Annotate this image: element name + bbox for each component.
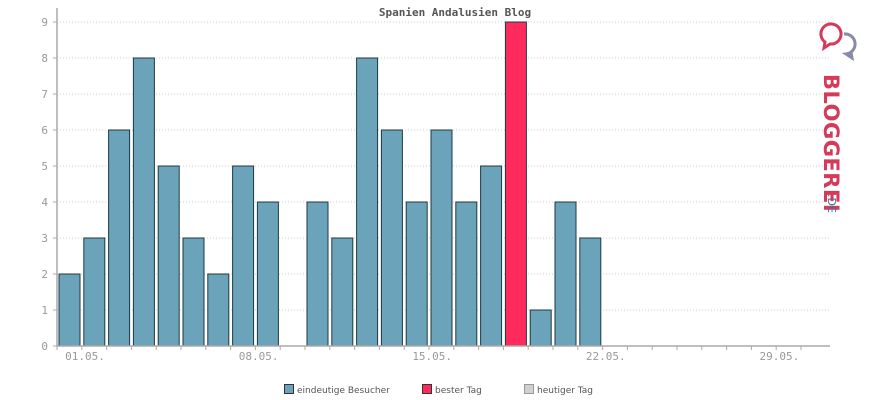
bar xyxy=(207,273,230,347)
bar xyxy=(430,129,453,347)
chart-title: Spanien Andalusien Blog xyxy=(379,6,531,19)
legend-label-unique-visitors: eindeutige Besucher xyxy=(297,386,390,396)
legend-label-today: heutiger Tag xyxy=(537,386,594,396)
bar xyxy=(132,57,155,347)
bar xyxy=(157,165,180,347)
y-tick-label: 3 xyxy=(41,232,48,245)
y-tick-label: 9 xyxy=(41,16,48,29)
legend-swatch-best-day xyxy=(422,384,432,394)
bar xyxy=(405,201,428,347)
x-tick-label: 29.05. xyxy=(760,350,800,363)
bar xyxy=(108,129,131,347)
y-tick-label: 4 xyxy=(41,196,48,209)
bar xyxy=(182,237,205,347)
axes: 0 1 2 3 4 5 6 7 8 9 01.05. 08.05. 15.05. 22.05. 29.05. xyxy=(41,8,830,363)
y-tick-label: 6 xyxy=(41,124,48,137)
bars xyxy=(58,21,602,347)
x-tick-label: 01.05. xyxy=(65,350,105,363)
legend-item-unique-visitors: eindeutige Besucher xyxy=(284,384,390,396)
bar xyxy=(579,237,602,347)
bar xyxy=(331,237,354,347)
x-tick-label: 08.05. xyxy=(239,350,279,363)
bar xyxy=(529,309,552,347)
bar xyxy=(480,165,503,347)
bloggerei-logo: BLOGGEREI .DE xyxy=(808,18,868,218)
bar xyxy=(256,201,279,347)
legend: eindeutige Besucher bester Tag heutiger … xyxy=(0,384,870,400)
bar xyxy=(455,201,478,347)
legend-swatch-today xyxy=(524,384,534,394)
logo-bubbles-icon xyxy=(819,22,857,62)
legend-item-today: heutiger Tag xyxy=(524,384,593,396)
y-tick-label: 5 xyxy=(41,160,48,173)
logo-text: BLOGGEREI xyxy=(819,74,843,212)
bar xyxy=(306,201,329,347)
x-tick-label: 15.05. xyxy=(412,350,452,363)
y-tick-label: 1 xyxy=(41,304,48,317)
bar xyxy=(58,273,81,347)
logo-suffix: .DE xyxy=(825,194,838,213)
legend-label-best-day: bester Tag xyxy=(435,386,482,396)
bar xyxy=(232,165,255,347)
y-tick-label: 0 xyxy=(41,340,48,353)
bar xyxy=(380,129,403,347)
legend-swatch-unique-visitors xyxy=(284,384,294,394)
y-tick-label: 8 xyxy=(41,52,48,65)
bar xyxy=(83,237,106,347)
bar xyxy=(554,201,577,347)
bar-chart: Spanien Andalusien Blog 0 1 2 3 4 5 6 7 8 9 01.05.… xyxy=(41,6,830,363)
legend-item-best-day: bester Tag xyxy=(422,384,482,396)
x-tick-label: 22.05. xyxy=(586,350,626,363)
y-tick-label: 2 xyxy=(41,268,48,281)
bar xyxy=(356,57,379,347)
bar-best-day xyxy=(504,21,527,347)
y-tick-label: 7 xyxy=(41,88,48,101)
